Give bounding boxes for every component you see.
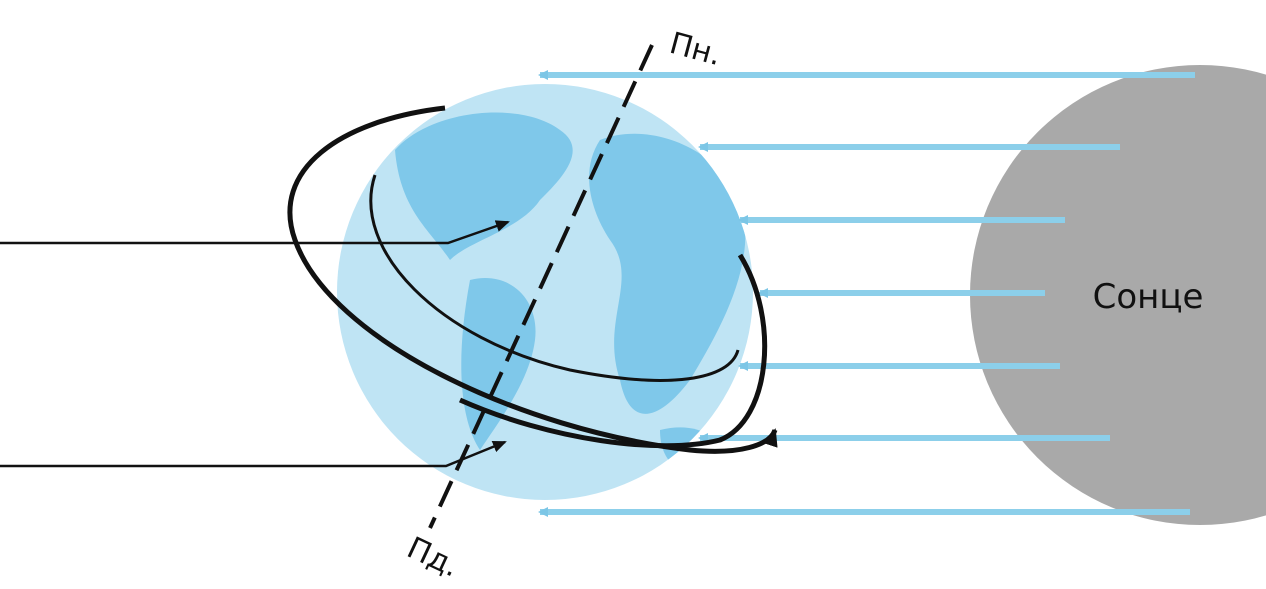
north-label: Пн. xyxy=(666,26,725,73)
sun-rays xyxy=(538,70,1195,517)
south-label: Пд. xyxy=(402,531,465,585)
sun-label: Сонце xyxy=(1093,277,1204,317)
earth xyxy=(337,84,753,500)
pointer-lines xyxy=(0,220,510,468)
earth-axis xyxy=(428,44,654,529)
rotation-loops xyxy=(287,105,778,454)
sun xyxy=(970,65,1266,525)
